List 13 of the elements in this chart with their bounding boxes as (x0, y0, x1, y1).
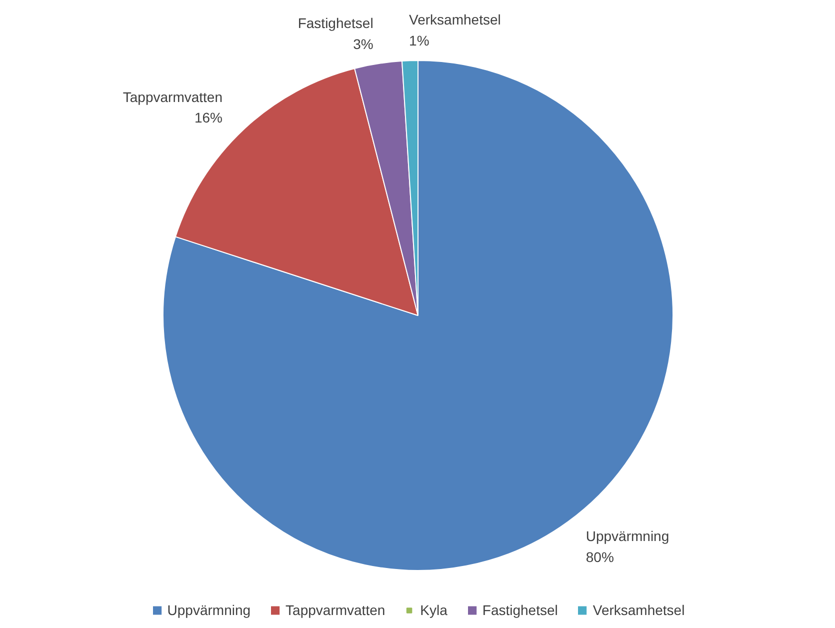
legend-label: Kyla (420, 602, 448, 618)
data-label: 3% (353, 36, 374, 52)
legend-label: Verksamhetsel (592, 602, 685, 618)
slice-label: Tappvarmvatten (122, 88, 222, 105)
legend-label: Tappvarmvatten (286, 602, 386, 618)
data-label: 1% (409, 32, 430, 48)
slice-label: Verksamhetsel (409, 12, 501, 28)
slice-label: Uppvärmning (586, 528, 670, 544)
data-label: 80% (586, 548, 614, 565)
legend-label: Fastighetsel (482, 602, 558, 618)
legend-label: Uppvärmning (167, 602, 251, 618)
data-label: 16% (194, 110, 223, 126)
slice-label: Fastighetsel (298, 15, 374, 32)
